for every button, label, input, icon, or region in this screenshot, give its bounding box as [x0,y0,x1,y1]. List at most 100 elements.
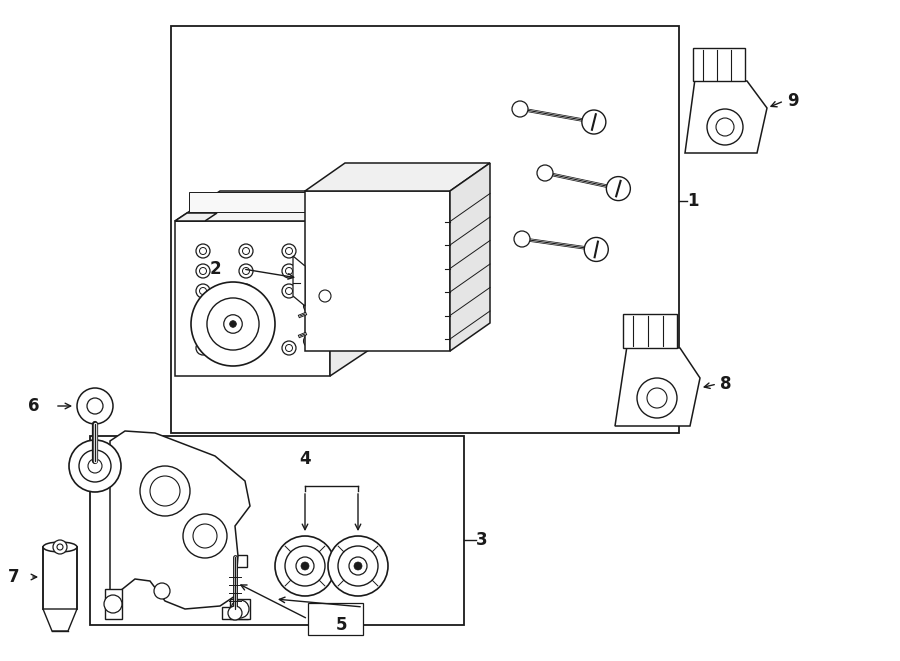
Circle shape [87,398,103,414]
Circle shape [282,264,296,278]
Bar [222,607,248,619]
Circle shape [77,388,113,424]
Circle shape [537,165,553,181]
Polygon shape [105,589,122,619]
Polygon shape [175,213,217,221]
Circle shape [57,544,63,550]
Circle shape [338,546,378,586]
Circle shape [607,176,630,200]
Circle shape [196,284,210,298]
Circle shape [282,284,296,298]
Bar [171,26,680,433]
Circle shape [301,562,309,570]
Circle shape [584,237,608,262]
Circle shape [285,344,292,352]
Polygon shape [305,191,450,351]
Text: 6: 6 [28,397,40,415]
Circle shape [307,303,313,309]
Circle shape [349,557,367,575]
Text: 9: 9 [787,92,798,110]
Circle shape [239,264,253,278]
Polygon shape [175,191,375,221]
Polygon shape [693,48,745,81]
Circle shape [285,288,292,295]
Circle shape [183,514,227,558]
Text: 2: 2 [210,260,221,278]
Circle shape [354,562,362,570]
Circle shape [79,450,111,482]
Polygon shape [230,599,250,619]
Circle shape [104,595,122,613]
Circle shape [345,309,356,319]
Text: 7: 7 [8,568,20,586]
Polygon shape [623,314,677,348]
Circle shape [285,247,292,254]
Text: 5: 5 [336,616,347,634]
Bar [313,229,325,241]
Polygon shape [175,221,330,376]
Polygon shape [305,163,490,191]
Circle shape [282,341,296,355]
Circle shape [193,524,217,548]
Circle shape [200,288,206,295]
Circle shape [242,344,249,352]
Circle shape [207,298,259,350]
Circle shape [716,118,734,136]
Polygon shape [43,609,77,631]
Text: 1: 1 [688,192,699,210]
Circle shape [150,476,180,506]
Circle shape [191,282,275,366]
Polygon shape [330,191,375,376]
Text: 8: 8 [720,375,732,393]
Circle shape [307,338,313,344]
Circle shape [285,546,325,586]
Circle shape [200,247,206,254]
Polygon shape [615,346,700,426]
Circle shape [242,268,249,274]
Circle shape [154,583,170,599]
Circle shape [196,264,210,278]
Circle shape [231,600,249,618]
Text: 3: 3 [475,531,487,549]
Circle shape [637,378,677,418]
Bar [308,603,363,635]
Circle shape [88,459,102,473]
Circle shape [512,101,528,117]
Polygon shape [450,163,490,351]
Circle shape [239,341,253,355]
Polygon shape [293,256,305,306]
Circle shape [285,268,292,274]
Polygon shape [188,192,344,212]
Circle shape [296,557,314,575]
Circle shape [140,466,190,516]
Circle shape [242,288,249,295]
Circle shape [707,109,743,145]
Polygon shape [685,79,767,153]
Circle shape [328,536,388,596]
Circle shape [239,284,253,298]
Circle shape [282,244,296,258]
Circle shape [514,231,530,247]
Circle shape [242,247,249,254]
Circle shape [224,315,242,333]
Circle shape [69,440,121,492]
Circle shape [303,334,317,348]
Bar [43,547,77,609]
Text: 4: 4 [299,450,310,468]
Circle shape [228,606,242,620]
Polygon shape [110,431,250,609]
Circle shape [239,244,253,258]
Circle shape [200,344,206,352]
Circle shape [307,268,313,274]
Circle shape [196,341,210,355]
Circle shape [196,244,210,258]
Bar [223,555,247,567]
Circle shape [647,388,667,408]
Circle shape [303,264,317,278]
Bar [90,436,464,625]
Circle shape [582,110,606,134]
Circle shape [319,290,331,302]
Circle shape [53,540,67,554]
Circle shape [275,536,335,596]
Circle shape [230,321,237,327]
